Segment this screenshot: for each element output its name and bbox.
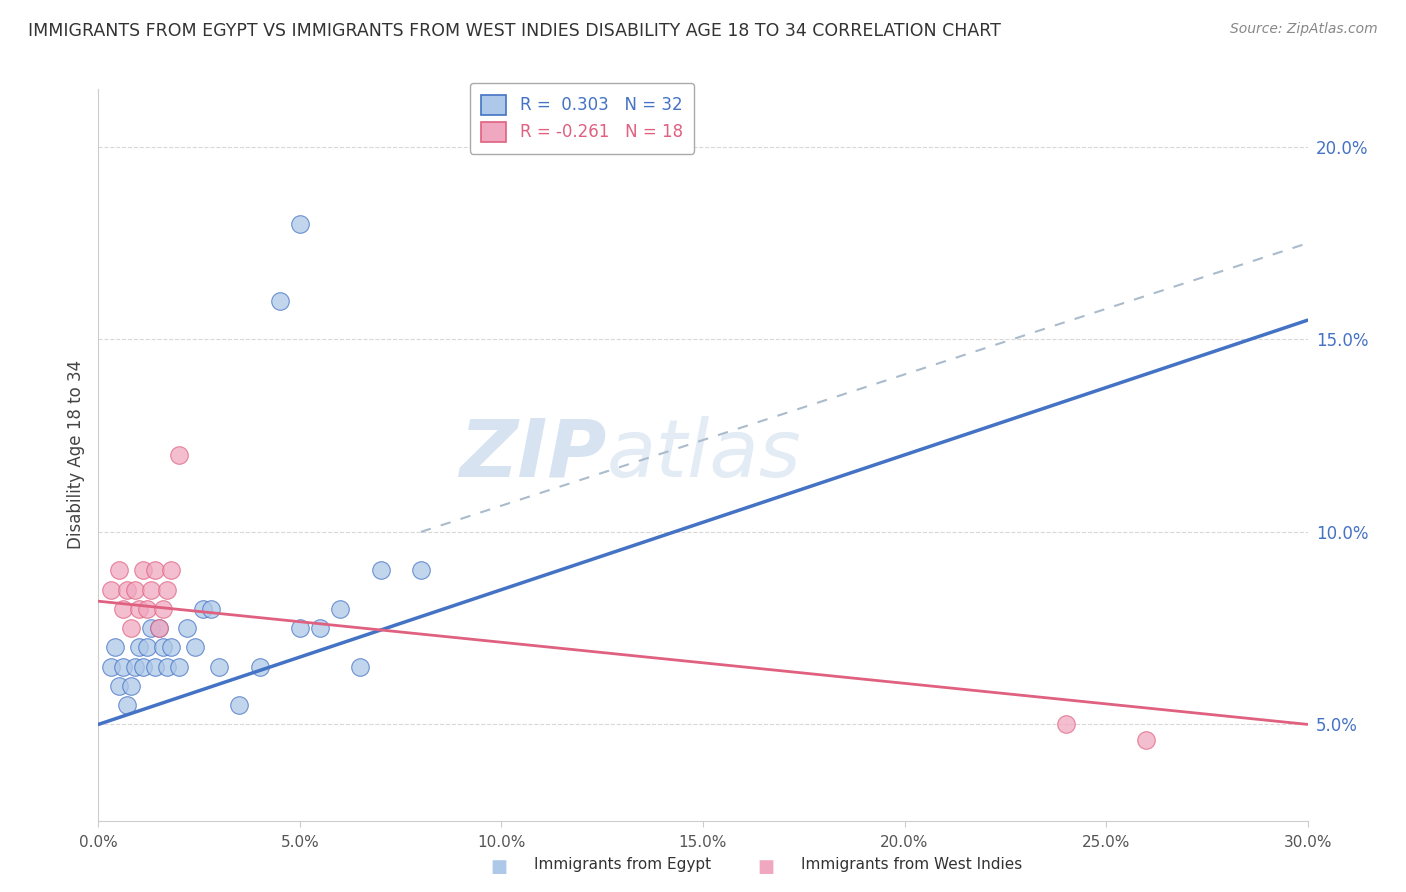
- Point: [128, 640, 150, 655]
- Point: [120, 621, 142, 635]
- Point: [167, 448, 190, 462]
- Point: [111, 602, 134, 616]
- Point: [124, 582, 146, 597]
- Point: [132, 659, 155, 673]
- Text: Immigrants from West Indies: Immigrants from West Indies: [801, 857, 1022, 872]
- Text: IMMIGRANTS FROM EGYPT VS IMMIGRANTS FROM WEST INDIES DISABILITY AGE 18 TO 34 COR: IMMIGRANTS FROM EGYPT VS IMMIGRANTS FROM…: [28, 22, 1001, 40]
- Point: [184, 640, 207, 655]
- Point: [329, 602, 352, 616]
- Text: ZIP: ZIP: [458, 416, 606, 494]
- Point: [249, 659, 271, 673]
- Y-axis label: Disability Age 18 to 34: Disability Age 18 to 34: [66, 360, 84, 549]
- Point: [107, 679, 129, 693]
- Text: ■: ■: [491, 858, 508, 876]
- Point: [208, 659, 231, 673]
- Legend: R =  0.303   N = 32, R = -0.261   N = 18: R = 0.303 N = 32, R = -0.261 N = 18: [470, 83, 695, 153]
- Point: [156, 582, 179, 597]
- Text: atlas: atlas: [606, 416, 801, 494]
- Point: [148, 621, 170, 635]
- Point: [409, 563, 432, 577]
- Point: [143, 659, 166, 673]
- Point: [107, 563, 129, 577]
- Point: [193, 602, 215, 616]
- Point: [115, 582, 138, 597]
- Point: [111, 659, 134, 673]
- Point: [139, 582, 162, 597]
- Point: [288, 217, 311, 231]
- Point: [176, 621, 198, 635]
- Point: [100, 582, 122, 597]
- Text: ■: ■: [758, 858, 775, 876]
- Point: [167, 659, 190, 673]
- Point: [349, 659, 371, 673]
- Point: [152, 640, 174, 655]
- Point: [200, 602, 222, 616]
- Point: [128, 602, 150, 616]
- Point: [124, 659, 146, 673]
- Point: [269, 293, 291, 308]
- Point: [120, 679, 142, 693]
- Point: [160, 640, 183, 655]
- Point: [288, 621, 311, 635]
- Text: Immigrants from Egypt: Immigrants from Egypt: [534, 857, 711, 872]
- Point: [139, 621, 162, 635]
- Point: [103, 640, 125, 655]
- Point: [370, 563, 392, 577]
- Point: [135, 640, 157, 655]
- Point: [148, 621, 170, 635]
- Point: [115, 698, 138, 713]
- Text: Source: ZipAtlas.com: Source: ZipAtlas.com: [1230, 22, 1378, 37]
- Point: [1054, 717, 1077, 731]
- Point: [143, 563, 166, 577]
- Point: [228, 698, 250, 713]
- Point: [1135, 732, 1157, 747]
- Point: [132, 563, 155, 577]
- Point: [309, 621, 332, 635]
- Point: [156, 659, 179, 673]
- Point: [135, 602, 157, 616]
- Point: [100, 659, 122, 673]
- Point: [160, 563, 183, 577]
- Point: [152, 602, 174, 616]
